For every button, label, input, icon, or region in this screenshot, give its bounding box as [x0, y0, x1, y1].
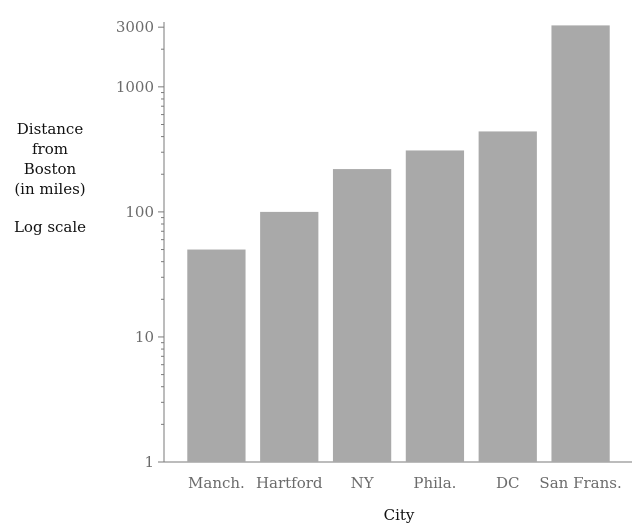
x-tick-label: Hartford — [256, 474, 323, 492]
bar — [405, 150, 465, 463]
y-tick-label: 1000 — [116, 78, 154, 96]
bar — [260, 211, 319, 462]
x-tick-labels: Manch. Hartford NY Phila. DC San Frans. — [188, 474, 622, 492]
y-axis-scale-note: Log scale — [14, 218, 86, 236]
y-axis-title-line-3: Boston — [24, 160, 77, 178]
y-tick-label: 1 — [144, 453, 154, 471]
y-axis-title-line-2: from — [32, 140, 68, 158]
y-minor-ticks — [161, 48, 164, 425]
y-major-ticks: 1 10 100 1000 3000 — [116, 18, 164, 471]
bars — [187, 25, 610, 463]
x-axis-title: City — [384, 506, 415, 524]
y-axis-title-group: Distance from Boston (in miles) Log scal… — [14, 120, 86, 236]
y-axis-title-line-4: (in miles) — [14, 180, 85, 198]
x-tick-label: San Frans. — [539, 474, 621, 492]
y-tick-label: 3000 — [116, 18, 154, 36]
y-tick-label: 10 — [135, 328, 154, 346]
bar — [187, 249, 246, 462]
bar — [551, 25, 610, 462]
y-tick-label: 100 — [125, 203, 154, 221]
y-axis-title-line-1: Distance — [17, 120, 84, 138]
x-tick-label: DC — [496, 474, 520, 492]
x-tick-label: Manch. — [188, 474, 245, 492]
bar — [332, 169, 392, 463]
bar — [478, 131, 537, 462]
x-tick-label: NY — [351, 474, 375, 492]
x-tick-label: Phila. — [413, 474, 456, 492]
